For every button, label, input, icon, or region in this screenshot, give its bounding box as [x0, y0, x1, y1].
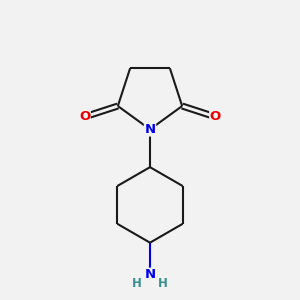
Text: H: H [132, 277, 142, 290]
Text: H: H [158, 277, 168, 290]
Text: O: O [210, 110, 221, 123]
Text: O: O [79, 110, 90, 123]
Text: N: N [144, 123, 156, 136]
Text: N: N [144, 268, 156, 281]
